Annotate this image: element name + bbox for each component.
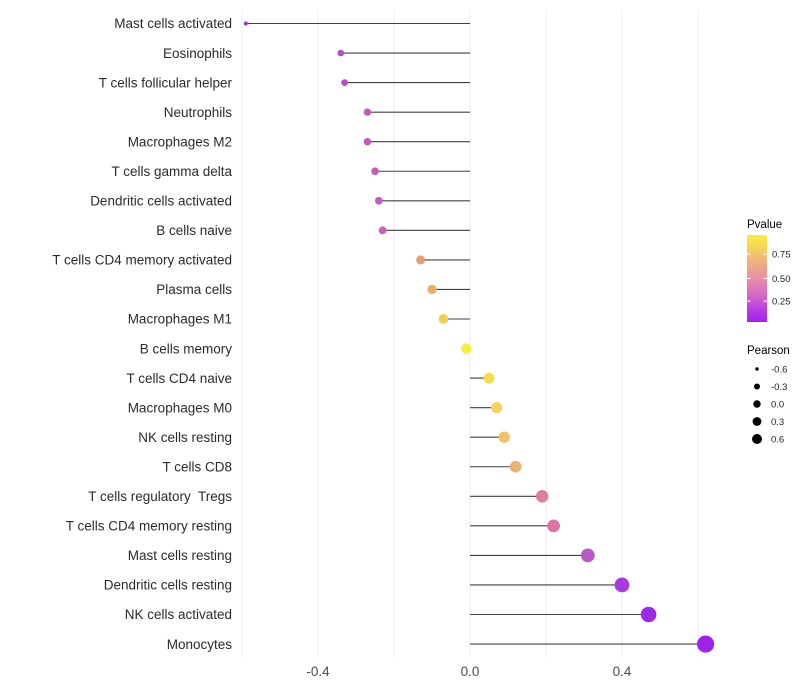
lollipop-row xyxy=(438,314,470,324)
category-label: T cells CD8 xyxy=(162,459,232,474)
pearson-dot xyxy=(363,137,372,146)
size-legend-label: 0.0 xyxy=(771,399,784,410)
pearson-dot xyxy=(243,21,248,26)
lollipop-row xyxy=(363,137,470,146)
lollipop-row xyxy=(371,167,470,176)
pvalue-colorbar xyxy=(747,235,767,322)
pearson-dot xyxy=(498,431,510,443)
pearson-legend-title: Pearson xyxy=(747,345,790,357)
category-label: Plasma cells xyxy=(156,282,232,297)
pearson-legend-entries: -0.6 -0.3 0.0 0.3 0.6 xyxy=(752,364,787,445)
size-legend-label: 0.6 xyxy=(771,434,784,445)
category-label: T cells CD4 naive xyxy=(126,371,232,386)
size-legend-dot xyxy=(754,383,760,390)
lollipop-row xyxy=(470,372,495,384)
size-legend-label: 0.3 xyxy=(771,417,784,428)
category-label: B cells naive xyxy=(156,223,232,238)
x-axis-labels: -0.4 0.0 0.4 xyxy=(306,664,632,679)
category-label: Macrophages M0 xyxy=(128,400,232,415)
lollipop-row xyxy=(470,460,522,473)
pearson-dot xyxy=(374,196,383,205)
colorbar-tick-label: 0.75 xyxy=(772,249,791,260)
lollipop-row xyxy=(470,402,503,414)
lollipop-row xyxy=(374,196,470,205)
x-tick-label: -0.4 xyxy=(306,664,330,679)
lollipop-row xyxy=(427,284,470,295)
pvalue-legend-title: Pvalue xyxy=(747,219,782,231)
pearson-dot xyxy=(640,606,657,623)
pearson-dot xyxy=(427,284,437,295)
pearson-dot xyxy=(580,548,595,563)
lollipop-row xyxy=(363,108,470,116)
pearson-dot xyxy=(363,108,372,116)
pearson-dot xyxy=(547,519,561,533)
category-label: T cells gamma delta xyxy=(111,164,232,179)
lollipop-row xyxy=(470,606,657,623)
size-legend-label: -0.3 xyxy=(771,382,787,393)
lollipop-rows xyxy=(243,21,715,653)
lollipop-row xyxy=(378,226,470,235)
category-label: Monocytes xyxy=(167,637,233,652)
x-tick-label: 0.0 xyxy=(461,664,480,679)
size-legend-dot xyxy=(755,367,759,371)
colorbar-tick-label: 0.25 xyxy=(772,296,791,307)
size-legend-dot xyxy=(752,417,762,426)
pearson-dot xyxy=(341,79,348,86)
pearson-dot xyxy=(614,577,630,593)
lollipop-row xyxy=(416,255,470,265)
size-legend-label: -0.6 xyxy=(771,364,787,375)
pearson-dot xyxy=(461,343,472,354)
category-label: T cells regulatory Tregs xyxy=(88,489,232,504)
category-label: T cells CD4 memory activated xyxy=(52,253,232,268)
lollipop-row xyxy=(470,577,630,593)
x-tick-label: 0.4 xyxy=(613,664,632,679)
lollipop-row xyxy=(337,49,470,57)
colorbar-tick-label: 0.50 xyxy=(772,274,791,285)
pearson-size-legend: Pearson -0.6 -0.3 0.0 0.3 0.6 xyxy=(747,345,790,445)
size-legend-dot xyxy=(752,434,762,444)
pearson-dot xyxy=(509,460,522,473)
lollipop-row xyxy=(470,519,561,533)
lollipop-row xyxy=(243,21,470,26)
category-label: Macrophages M2 xyxy=(128,134,232,149)
category-label: Macrophages M1 xyxy=(128,312,232,327)
pvalue-colorbar-ticks: 0.75 0.50 0.25 xyxy=(747,249,791,307)
lollipop-row xyxy=(470,490,549,503)
category-label: B cells memory xyxy=(140,341,233,356)
lollipop-row xyxy=(470,431,510,443)
y-axis-labels: Mast cells activated Eosinophils T cells f… xyxy=(52,16,232,652)
lollipop-row xyxy=(470,635,715,653)
pearson-dot xyxy=(696,635,715,653)
category-label: Mast cells resting xyxy=(128,548,232,563)
category-label: Eosinophils xyxy=(163,46,232,61)
pearson-dot xyxy=(371,167,379,176)
category-label: Dendritic cells activated xyxy=(90,194,232,209)
category-label: Mast cells activated xyxy=(114,16,232,31)
pearson-dot xyxy=(483,372,495,384)
pearson-dot xyxy=(535,490,549,503)
pearson-dot xyxy=(416,255,426,265)
category-label: NK cells activated xyxy=(125,607,232,622)
category-label: Neutrophils xyxy=(164,105,233,120)
lollipop-row xyxy=(461,343,472,354)
pearson-dot xyxy=(491,402,503,414)
pearson-dot xyxy=(378,226,387,235)
pearson-dot xyxy=(337,49,345,57)
category-label: Dendritic cells resting xyxy=(104,578,232,593)
pearson-dot xyxy=(438,314,449,324)
category-label: T cells CD4 memory resting xyxy=(66,519,232,534)
lollipop-row xyxy=(341,79,470,86)
category-label: NK cells resting xyxy=(138,430,232,445)
pvalue-legend: Pvalue 0.75 0.50 0.25 xyxy=(747,219,791,322)
lollipop-row xyxy=(470,548,595,563)
size-legend-dot xyxy=(753,400,761,408)
category-label: T cells follicular helper xyxy=(99,75,233,90)
vertical-gridlines xyxy=(241,10,699,658)
